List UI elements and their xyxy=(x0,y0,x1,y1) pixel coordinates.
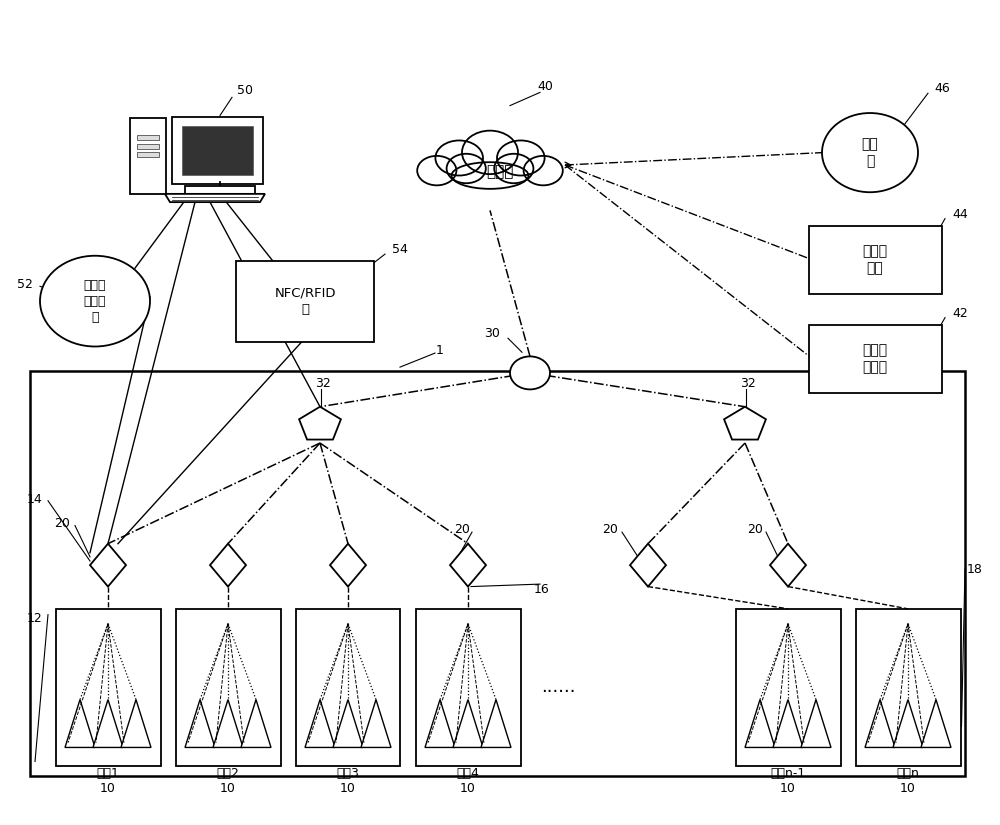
Text: 10: 10 xyxy=(220,782,236,795)
Text: 烟堆4: 烟堆4 xyxy=(457,767,479,780)
Ellipse shape xyxy=(494,153,533,183)
Polygon shape xyxy=(93,700,123,747)
Text: 手持数
据收集
器: 手持数 据收集 器 xyxy=(84,279,106,323)
Text: 16: 16 xyxy=(534,583,550,596)
Polygon shape xyxy=(210,544,246,587)
Text: ......: ...... xyxy=(541,678,575,696)
Polygon shape xyxy=(865,700,895,747)
FancyBboxPatch shape xyxy=(808,325,942,394)
FancyBboxPatch shape xyxy=(185,186,255,194)
Polygon shape xyxy=(773,700,803,747)
Polygon shape xyxy=(770,544,806,587)
Text: 浏览
器: 浏览 器 xyxy=(862,138,878,167)
FancyBboxPatch shape xyxy=(137,135,159,140)
FancyBboxPatch shape xyxy=(30,371,965,776)
Text: 烟堆2: 烟堆2 xyxy=(217,767,239,780)
Polygon shape xyxy=(801,700,831,747)
FancyBboxPatch shape xyxy=(416,609,521,766)
FancyBboxPatch shape xyxy=(56,609,160,766)
FancyBboxPatch shape xyxy=(130,118,166,194)
Ellipse shape xyxy=(447,153,486,183)
Text: 10: 10 xyxy=(780,782,796,795)
Text: 42: 42 xyxy=(952,307,968,320)
FancyBboxPatch shape xyxy=(137,144,159,148)
Polygon shape xyxy=(481,700,511,747)
Polygon shape xyxy=(453,700,483,747)
Circle shape xyxy=(822,113,918,192)
Ellipse shape xyxy=(524,156,563,186)
Text: 20: 20 xyxy=(747,523,763,536)
Text: 10: 10 xyxy=(100,782,116,795)
Text: 服务器: 服务器 xyxy=(486,164,514,179)
Polygon shape xyxy=(165,194,265,202)
Text: 32: 32 xyxy=(740,377,756,390)
Ellipse shape xyxy=(452,163,528,189)
Text: 20: 20 xyxy=(54,517,70,530)
FancyBboxPatch shape xyxy=(172,117,263,184)
Text: 44: 44 xyxy=(952,208,968,221)
Text: 32: 32 xyxy=(315,377,331,390)
Text: 52: 52 xyxy=(17,278,33,291)
Text: 54: 54 xyxy=(392,243,408,257)
Polygon shape xyxy=(425,700,455,747)
Polygon shape xyxy=(921,700,951,747)
Text: 10: 10 xyxy=(460,782,476,795)
Ellipse shape xyxy=(417,156,456,186)
Polygon shape xyxy=(893,700,923,747)
Polygon shape xyxy=(305,700,335,747)
Text: 1: 1 xyxy=(436,344,444,357)
Text: 14: 14 xyxy=(27,493,43,506)
Text: 智能通
信终端: 智能通 信终端 xyxy=(862,343,888,375)
Text: 20: 20 xyxy=(602,523,618,536)
Ellipse shape xyxy=(462,130,518,174)
Circle shape xyxy=(510,356,550,389)
Text: 30: 30 xyxy=(484,327,500,340)
FancyBboxPatch shape xyxy=(182,126,253,175)
FancyBboxPatch shape xyxy=(296,609,400,766)
Polygon shape xyxy=(65,700,95,747)
Polygon shape xyxy=(330,544,366,587)
Text: 客户端
软件: 客户端 软件 xyxy=(862,244,888,276)
Circle shape xyxy=(40,256,150,346)
Text: 18: 18 xyxy=(967,563,983,576)
Polygon shape xyxy=(121,700,151,747)
Ellipse shape xyxy=(435,140,483,176)
Polygon shape xyxy=(745,700,775,747)
Text: 46: 46 xyxy=(934,82,950,95)
FancyBboxPatch shape xyxy=(808,225,942,294)
Polygon shape xyxy=(630,544,666,587)
Text: NFC/RFID
卡: NFC/RFID 卡 xyxy=(274,286,336,316)
Text: 10: 10 xyxy=(900,782,916,795)
Text: 烟堆n: 烟堆n xyxy=(897,767,919,780)
FancyBboxPatch shape xyxy=(137,152,159,157)
Polygon shape xyxy=(724,407,766,440)
Ellipse shape xyxy=(497,140,545,176)
Polygon shape xyxy=(299,407,341,440)
FancyBboxPatch shape xyxy=(176,609,280,766)
Polygon shape xyxy=(241,700,271,747)
Text: 10: 10 xyxy=(340,782,356,795)
Polygon shape xyxy=(185,700,215,747)
Polygon shape xyxy=(361,700,391,747)
Text: 烟堆1: 烟堆1 xyxy=(97,767,119,780)
Text: 50: 50 xyxy=(237,84,253,97)
Polygon shape xyxy=(333,700,363,747)
Polygon shape xyxy=(450,544,486,587)
FancyBboxPatch shape xyxy=(236,261,374,342)
Text: 烟堆3: 烟堆3 xyxy=(337,767,359,780)
Text: 20: 20 xyxy=(454,523,470,536)
Polygon shape xyxy=(90,544,126,587)
FancyBboxPatch shape xyxy=(856,609,960,766)
Text: 烟堆n-1: 烟堆n-1 xyxy=(770,767,806,780)
Text: 12: 12 xyxy=(27,612,43,625)
Polygon shape xyxy=(213,700,243,747)
FancyBboxPatch shape xyxy=(736,609,840,766)
Text: 40: 40 xyxy=(537,80,553,93)
